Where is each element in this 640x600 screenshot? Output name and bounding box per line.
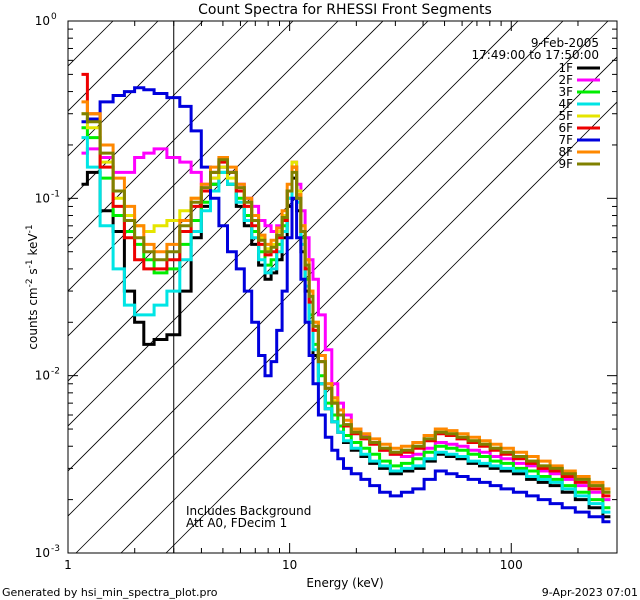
series-line-9F <box>81 112 611 494</box>
generated-timestamp: 9-Apr-2023 07:01 <box>542 586 638 599</box>
hatch-line <box>68 21 429 382</box>
y-tick-exponent: -1 <box>51 189 60 199</box>
axis-ticks <box>67 20 618 554</box>
observation-time-range: 17:49:00 to 17:50:00 <box>472 48 599 62</box>
y-tick-exponent: -3 <box>51 544 60 554</box>
hatch-line <box>68 21 339 292</box>
y-tick-exponent: -2 <box>51 367 60 377</box>
legend-label-1F: 1F <box>558 61 573 75</box>
hatch-line <box>68 21 564 517</box>
hatch-line <box>68 21 474 427</box>
series-line-7F <box>81 86 611 524</box>
series-line-8F <box>81 100 611 491</box>
series-line-6F <box>81 72 611 498</box>
hatch-line <box>75 21 609 553</box>
series-line-2F <box>81 147 611 502</box>
x-tick-label: 10 <box>282 558 297 572</box>
annotation-attenuator: Att A0, FDecim 1 <box>186 516 287 530</box>
x-tick-label: 1 <box>64 558 72 572</box>
y-tick-label: 10 <box>35 14 50 28</box>
y-tick-label: 10 <box>35 369 50 383</box>
y-tick-label: 10 <box>35 546 50 560</box>
chart-title: Count Spectra for RHESSI Front Segments <box>198 2 492 18</box>
y-axis-label: counts cm-2 s-1 keV-1 <box>25 224 40 349</box>
hatch-line <box>68 21 114 67</box>
hatch-line <box>68 21 204 157</box>
legend-label-2F: 2F <box>558 73 573 87</box>
x-tick-label: 100 <box>500 558 523 572</box>
legend-label-7F: 7F <box>558 133 573 147</box>
hatch-line <box>68 21 294 247</box>
series-line-3F <box>81 126 611 510</box>
hatch-line <box>120 56 617 553</box>
background-shaded-region <box>68 21 617 553</box>
legend-label-4F: 4F <box>558 97 573 111</box>
plot-frame <box>67 20 618 554</box>
legend-label-9F: 9F <box>558 157 573 171</box>
x-axis-label: Energy (keV) <box>306 576 383 590</box>
observation-date: 9-Feb-2005 <box>531 36 599 50</box>
series-layer <box>81 72 611 524</box>
annotation-background: Includes Background <box>186 504 311 518</box>
y-tick-label: 10 <box>35 191 50 205</box>
hatch-line <box>68 21 249 202</box>
legend-label-5F: 5F <box>558 109 573 123</box>
legend-label-3F: 3F <box>558 85 573 99</box>
hatch-line <box>165 101 617 553</box>
hatch-line <box>68 21 384 337</box>
hatch-line <box>68 21 519 472</box>
hatch-line <box>68 21 159 112</box>
y-tick-exponent: 0 <box>51 12 57 22</box>
legend-label-6F: 6F <box>558 121 573 135</box>
x-tick-labels: 1 10 100 <box>64 558 523 572</box>
legend-label-8F: 8F <box>558 145 573 159</box>
generated-by-label: Generated by hsi_min_spectra_plot.pro <box>2 586 218 599</box>
